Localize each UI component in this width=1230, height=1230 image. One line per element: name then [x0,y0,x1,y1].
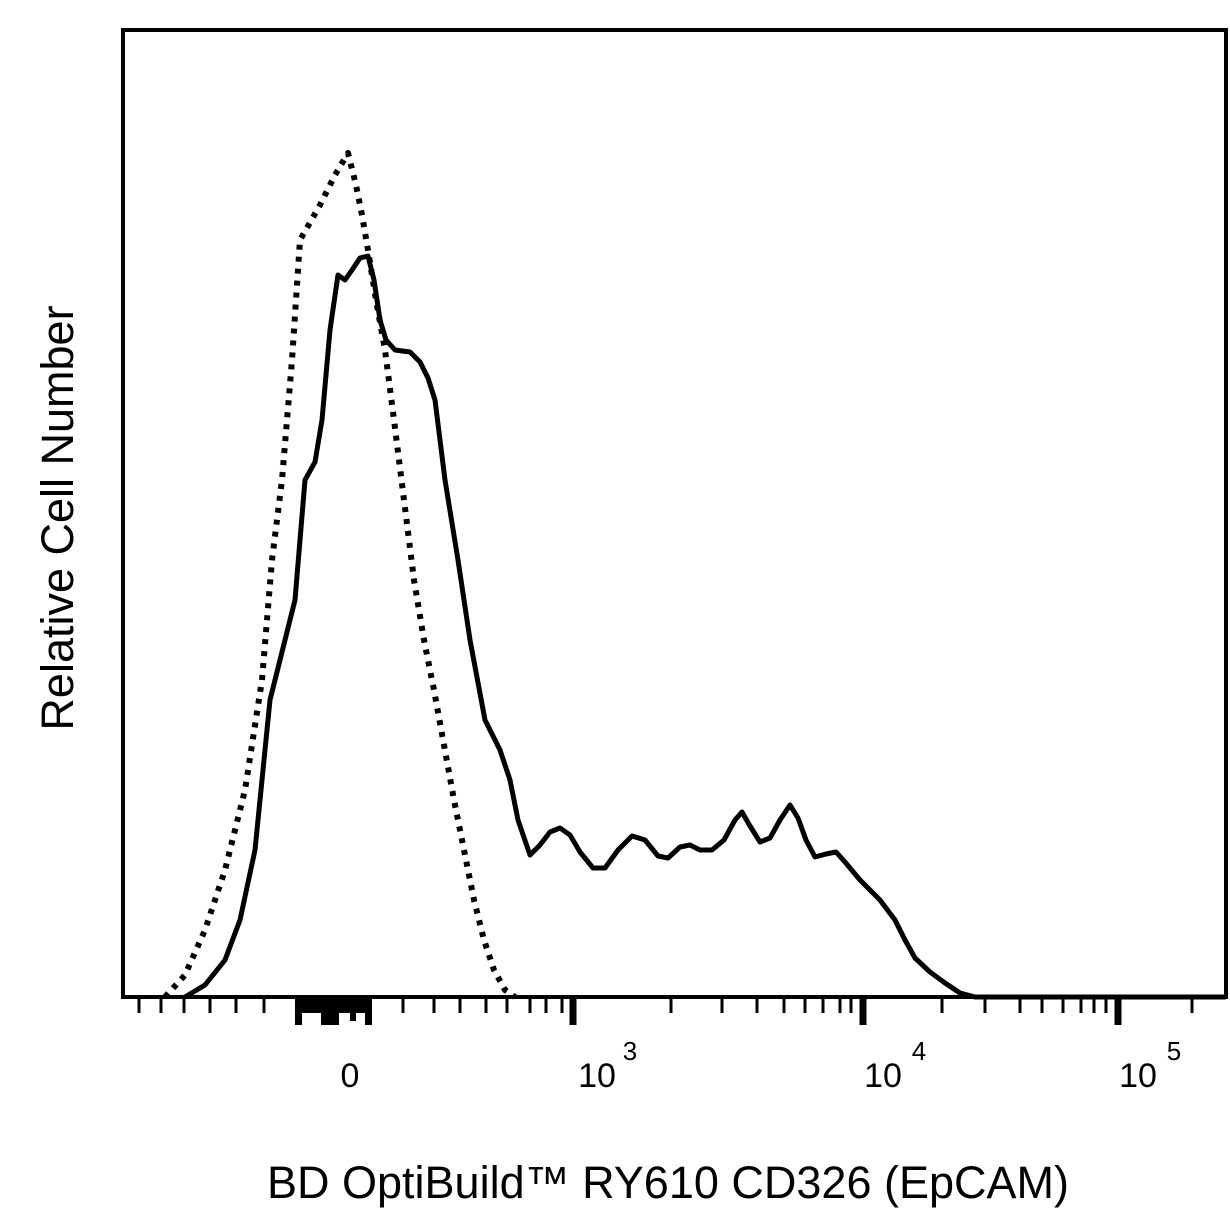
zero-cluster-tick [365,999,372,1025]
minor-tick [208,999,212,1013]
minor-tick [458,999,462,1013]
minor-tick [560,999,564,1013]
minor-tick [821,999,825,1013]
minor-tick [432,999,436,1013]
minor-tick [1190,999,1194,1013]
minor-tick [137,999,141,1013]
svg-text:10: 10 [864,1057,902,1095]
minor-tick [182,999,186,1013]
major-tick [1114,999,1122,1025]
x-axis-title: BD OptiBuild™ RY610 CD326 (EpCAM) [267,1157,1069,1208]
x-axis-ticks [137,999,1194,1025]
cd326-stained-curve [183,253,1226,1000]
minor-tick [1092,999,1096,1013]
minor-tick [720,999,724,1013]
minor-tick [849,999,853,1013]
major-tick [569,999,577,1025]
minor-tick [401,999,405,1013]
minor-tick [1079,999,1083,1013]
svg-text:10: 10 [578,1057,616,1095]
minor-tick [159,999,163,1013]
svg-text:3: 3 [623,1036,637,1066]
minor-tick [838,999,842,1013]
y-axis-title: Relative Cell Number [32,305,83,730]
minor-tick [669,999,673,1013]
x-tick-label-1e3: 10 3 [578,1036,637,1095]
minor-tick [528,999,532,1013]
minor-tick [484,999,488,1013]
zero-cluster-tick [295,999,302,1025]
zero-cluster-tick [350,999,356,1021]
x-tick-label-1e5: 10 5 [1119,1036,1181,1095]
major-tick [859,999,867,1025]
minor-tick [940,999,944,1013]
minor-tick [983,999,987,1013]
minor-tick [1061,999,1065,1013]
isotype-control-curve [162,150,517,1000]
minor-tick [1018,999,1022,1013]
x-tick-label-0: 0 [341,1057,360,1095]
minor-tick [234,999,238,1013]
minor-tick [803,999,807,1013]
minor-tick [505,999,509,1013]
minor-tick [262,999,266,1013]
minor-tick [1104,999,1108,1013]
minor-tick [544,999,548,1013]
svg-text:5: 5 [1167,1036,1181,1066]
minor-tick [755,999,759,1013]
minor-tick [782,999,786,1013]
svg-text:4: 4 [912,1036,926,1066]
minor-tick [1040,999,1044,1013]
zero-cluster-tick [321,999,339,1025]
svg-text:10: 10 [1119,1057,1157,1095]
x-tick-label-1e4: 10 4 [864,1036,926,1095]
plot-frame [121,28,1228,999]
